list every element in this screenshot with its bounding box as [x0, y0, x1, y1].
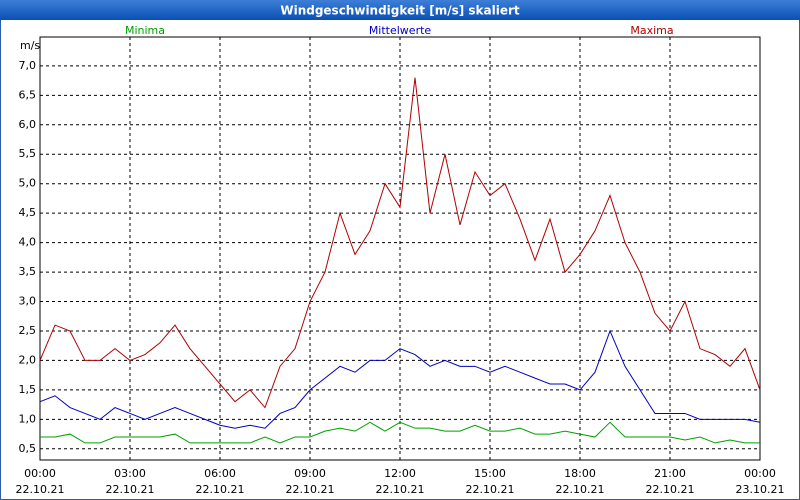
x-tick-label: 00:00	[744, 467, 776, 480]
x-tick-label: 03:00	[114, 467, 146, 480]
x-tick-date: 22.10.21	[286, 483, 335, 496]
y-tick-label: 5,0	[19, 177, 37, 190]
x-tick-date: 22.10.21	[466, 483, 515, 496]
y-axis-label: m/s	[20, 39, 40, 52]
chart-title: Windgeschwindigkeit [m/s] skaliert	[280, 4, 520, 18]
x-tick-date: 22.10.21	[196, 483, 245, 496]
x-tick-label: 21:00	[654, 467, 686, 480]
legend-label: Maxima	[630, 24, 673, 37]
y-tick-label: 0,5	[19, 442, 37, 455]
title-bar	[0, 0, 800, 20]
x-tick-label: 09:00	[294, 467, 326, 480]
x-tick-date: 22.10.21	[556, 483, 605, 496]
x-tick-label: 12:00	[384, 467, 416, 480]
x-tick-date: 22.10.21	[16, 483, 65, 496]
y-tick-label: 6,5	[19, 88, 37, 101]
y-tick-label: 2,0	[19, 353, 37, 366]
x-tick-label: 15:00	[474, 467, 506, 480]
y-tick-label: 7,0	[19, 59, 37, 72]
x-tick-date: 23.10.21	[736, 483, 785, 496]
data-line	[39, 77, 761, 409]
y-tick-label: 2,5	[19, 324, 37, 337]
y-tick-label: 6,0	[19, 118, 37, 131]
x-tick-label: 00:00	[24, 467, 56, 480]
x-tick-label: 18:00	[564, 467, 596, 480]
data-line	[40, 421, 760, 444]
x-tick-date: 22.10.21	[106, 483, 155, 496]
y-tick-label: 4,0	[19, 236, 37, 249]
x-tick-label: 06:00	[204, 467, 236, 480]
x-tick-date: 22.10.21	[376, 483, 425, 496]
legend-label: Mittelwerte	[369, 24, 432, 37]
y-tick-label: 4,5	[19, 206, 37, 219]
y-tick-label: 1,0	[19, 412, 37, 425]
x-tick-date: 22.10.21	[646, 483, 695, 496]
legend-label: Minima	[125, 24, 165, 37]
y-tick-label: 3,0	[19, 295, 37, 308]
plot-border	[39, 36, 761, 461]
y-tick-label: 5,5	[19, 147, 37, 160]
y-tick-label: 1,5	[19, 383, 37, 396]
data-line	[39, 329, 761, 429]
y-tick-label: 3,5	[19, 265, 37, 278]
